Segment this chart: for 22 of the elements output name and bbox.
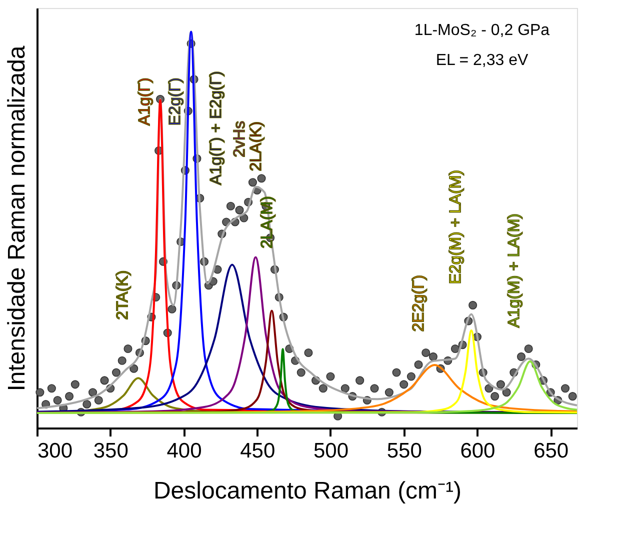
x-tick-label: 300 (38, 440, 73, 462)
text: E2g(Γ) (167, 78, 184, 126)
text: E2g(M) + LA(M) (447, 170, 464, 284)
text: 2LA(K) (248, 121, 265, 172)
text: 2TA(K) (114, 270, 132, 320)
x-tick-label: 650 (534, 440, 569, 462)
x-tick-label: 400 (166, 440, 202, 462)
x-tick-label: 600 (460, 440, 496, 462)
x-tick-label: 500 (313, 440, 348, 462)
text: 2E2g(Γ) (410, 274, 428, 332)
x-tick-label: 350 (93, 440, 128, 462)
annotation: 1L-MoS₂ - 0,2 GPa (414, 22, 550, 39)
text: 2LA(M) (258, 196, 276, 249)
text: A1g(Γ) (136, 78, 154, 126)
x-tick-label: 450 (240, 440, 276, 462)
x-tick-label: 550 (386, 440, 422, 462)
x-axis-title: Deslocamento Raman (cm⁻¹) (153, 478, 462, 504)
text: A1g(Γ) + E2g(Γ) (208, 71, 226, 186)
annotation: EL = 2,33 eV (436, 52, 529, 69)
y-axis-title: Intensidade Raman normalizada (4, 45, 30, 392)
text: A1g(M) + LA(M) (506, 214, 524, 328)
text: 2vHs (232, 120, 249, 158)
